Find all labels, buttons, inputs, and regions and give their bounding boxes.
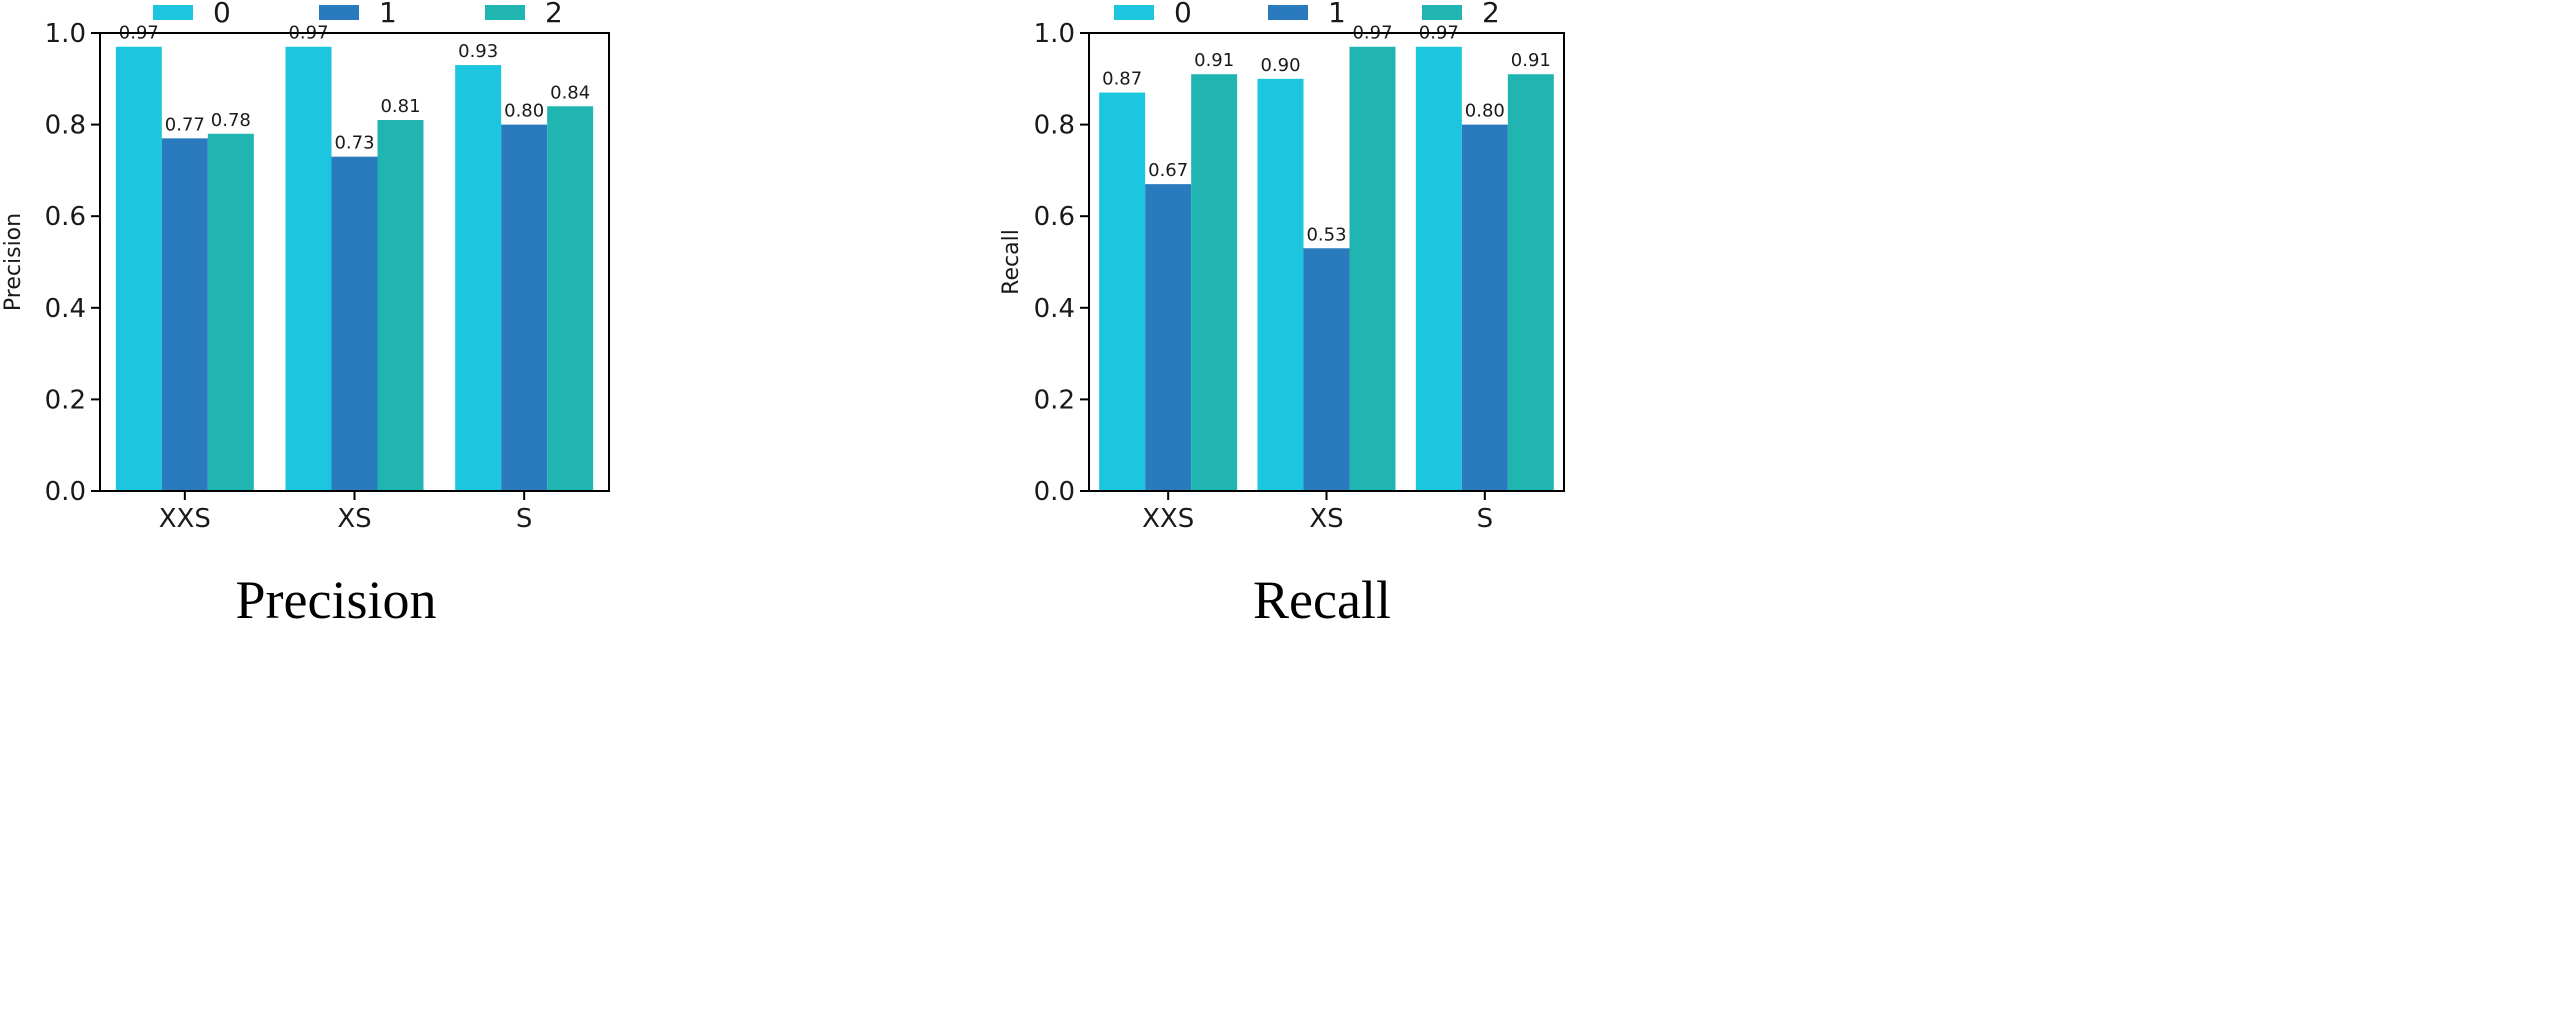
bar-value-label: 0.73: [334, 133, 374, 154]
bar-series-2-xxs: [1191, 74, 1238, 491]
bar-series-0-s: [1415, 46, 1462, 492]
y-tick-label: 0.2: [1034, 385, 1075, 415]
bar-series-2-xs: [377, 120, 424, 492]
bar-series-1-xxs: [1145, 184, 1192, 491]
bar-value-label: 0.80: [1465, 101, 1505, 122]
bar-series-1-xxs: [161, 138, 208, 491]
x-tick-label: S: [516, 504, 533, 534]
chart-caption: Precision: [236, 570, 437, 630]
bar-value-label: 0.67: [1148, 160, 1188, 181]
legend-swatch-0: [153, 5, 193, 20]
bar-series-2-xxs: [207, 133, 254, 491]
bar-value-label: 0.91: [1511, 50, 1551, 71]
bar-value-label: 0.87: [1102, 69, 1142, 90]
bar-series-2-xs: [1349, 46, 1396, 492]
precision-chart-panel: 0.97 0.970.930.770.730.800.780.810.840.00…: [1, 0, 610, 630]
y-axis-label: Recall: [999, 229, 1024, 295]
y-tick-label: 0.6: [1034, 202, 1075, 232]
y-tick-label: 0.8: [45, 111, 86, 141]
legend-label: 1: [379, 0, 397, 29]
bar-value-label: 0.77: [165, 114, 205, 135]
y-tick-label: 0.6: [45, 202, 86, 232]
y-tick-label: 1.0: [1034, 19, 1075, 49]
x-tick-label: S: [1477, 504, 1494, 534]
x-tick-label: XXS: [159, 504, 211, 534]
bar-series-0-xxs: [1099, 92, 1146, 491]
bar-series-2-s: [547, 106, 594, 491]
recall-chart-panel: 0.870.900.970.670.530.800.910.970.910.00…: [999, 0, 1565, 630]
y-axis-label: Precision: [1, 213, 26, 311]
bar-value-label: 0.91: [1194, 50, 1234, 71]
chart-caption: Recall: [1253, 570, 1391, 630]
legend-swatch-0: [1114, 5, 1154, 20]
bar-series-2-s: [1507, 74, 1554, 491]
bar-series-0-s: [455, 65, 502, 491]
x-tick-label: XXS: [1142, 504, 1194, 534]
legend-label: 1: [1328, 0, 1346, 29]
bar-value-label: 0.84: [550, 82, 590, 103]
legend-swatch-1: [319, 5, 359, 20]
y-tick-label: 0.8: [1034, 111, 1075, 141]
legend-swatch-1: [1268, 5, 1308, 20]
bar-series-1-s: [1461, 124, 1508, 491]
legend-swatch-2: [1422, 5, 1462, 20]
x-tick-label: XS: [337, 504, 371, 534]
legend-label: 2: [545, 0, 563, 29]
bar-value-label: 0.93: [458, 41, 498, 62]
legend-label: 2: [1482, 0, 1500, 29]
bar-series-1-xs: [331, 156, 378, 491]
x-tick-label: XS: [1309, 504, 1343, 534]
bar-value-label: 0.81: [380, 96, 420, 117]
bar-series-0-xxs: [115, 46, 162, 492]
bar-value-label: 0.90: [1260, 55, 1300, 76]
bar-value-label: 0.80: [504, 101, 544, 122]
bar-series-1-s: [501, 124, 548, 491]
bar-value-label: 0.78: [211, 110, 251, 131]
y-tick-label: 0.4: [45, 294, 86, 324]
bar-series-0-xs: [285, 46, 332, 492]
legend-swatch-2: [485, 5, 525, 20]
y-tick-label: 0.2: [45, 385, 86, 415]
y-tick-label: 0.4: [1034, 294, 1075, 324]
bar-value-label: 0.53: [1306, 224, 1346, 245]
y-tick-label: 0.0: [45, 477, 86, 507]
legend-label: 0: [213, 0, 231, 29]
y-tick-label: 0.0: [1034, 477, 1075, 507]
bar-series-0-xs: [1257, 78, 1304, 492]
y-tick-label: 1.0: [45, 19, 86, 49]
bar-series-1-xs: [1303, 248, 1350, 491]
legend-label: 0: [1174, 0, 1192, 29]
